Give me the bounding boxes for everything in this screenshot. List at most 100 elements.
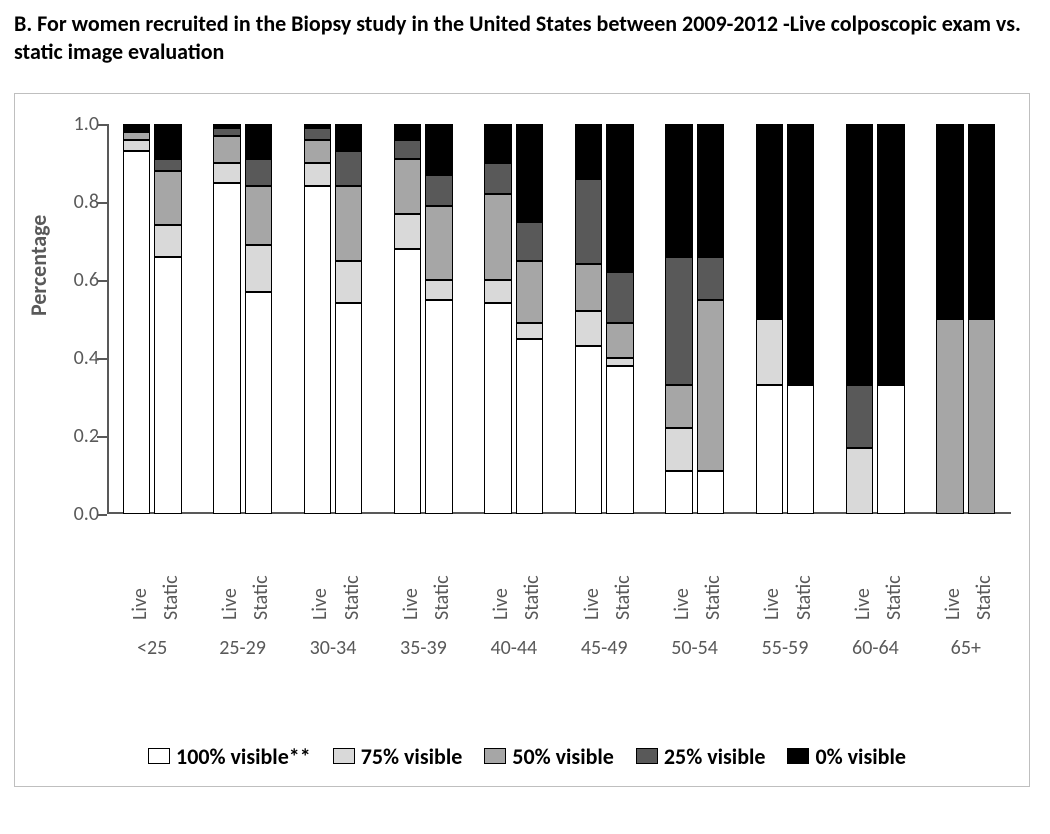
bar-segment — [304, 128, 331, 140]
bar-segment — [936, 124, 963, 319]
bar-segment — [425, 206, 452, 280]
legend-swatch — [636, 748, 658, 764]
bar-segment — [484, 124, 511, 163]
category-label: 35-39 — [400, 636, 447, 660]
bar-segment — [697, 257, 724, 300]
legend-label: 0% visible — [815, 743, 905, 770]
bar-segment — [304, 163, 331, 186]
sub-label: Live — [580, 588, 604, 620]
bar-segment — [697, 300, 724, 472]
sub-label: Static — [792, 575, 816, 620]
figure-title: B. For women recruited in the Biopsy stu… — [14, 10, 1036, 65]
bar — [304, 124, 331, 514]
bar — [516, 124, 543, 514]
bar-segment — [484, 163, 511, 194]
bar-segment — [335, 303, 362, 514]
legend-label: 50% visible — [512, 743, 614, 770]
legend-swatch — [787, 748, 809, 764]
bar — [877, 124, 904, 514]
bar — [756, 124, 783, 514]
page: B. For women recruited in the Biopsy stu… — [0, 0, 1050, 834]
bar — [484, 124, 511, 514]
y-tick-label: 0.4 — [55, 346, 99, 370]
sub-label: Static — [701, 575, 725, 620]
bar-segment — [846, 448, 873, 514]
bar-segment — [425, 280, 452, 300]
sub-label: Static — [882, 575, 906, 620]
category-label: 50-54 — [671, 636, 718, 660]
bar-segment — [154, 171, 181, 226]
bar-segment — [787, 385, 814, 514]
sub-label: Live — [670, 588, 694, 620]
sub-label: Live — [941, 588, 965, 620]
bar-segment — [846, 124, 873, 385]
bar — [425, 124, 452, 514]
bar-segment — [425, 124, 452, 175]
sub-label: Live — [760, 588, 784, 620]
sub-label: Live — [399, 588, 423, 620]
bar-segment — [425, 300, 452, 515]
bar-segment — [154, 124, 181, 159]
bar — [936, 124, 963, 514]
bar-segment — [968, 124, 995, 319]
bar — [968, 124, 995, 514]
sub-label: Static — [340, 575, 364, 620]
category-label: 60-64 — [852, 636, 899, 660]
bar-segment — [516, 124, 543, 222]
bar-segment — [123, 130, 150, 132]
sub-label: Live — [489, 588, 513, 620]
bar-segment — [606, 124, 633, 272]
y-tick-label: 0.2 — [55, 424, 99, 448]
category-label: 25-29 — [219, 636, 266, 660]
bar-segment — [394, 124, 421, 140]
bar-segment — [245, 124, 272, 159]
bar-segment — [575, 179, 602, 265]
bar — [606, 124, 633, 514]
bar-segment — [213, 128, 240, 136]
legend-item: 50% visible — [484, 743, 614, 770]
bar-segment — [936, 319, 963, 514]
category-label: 65+ — [951, 636, 981, 660]
legend-item: 25% visible — [636, 743, 766, 770]
sub-label: Live — [851, 588, 875, 620]
bar-segment — [968, 319, 995, 514]
bar-segment — [245, 245, 272, 292]
bar — [575, 124, 602, 514]
category-label: <25 — [137, 636, 167, 660]
legend-label: 100% visible** — [176, 743, 311, 770]
legend-label: 25% visible — [664, 743, 766, 770]
x-axis-line — [107, 512, 1011, 514]
bar-segment — [484, 280, 511, 303]
y-axis-line — [107, 124, 109, 514]
bar-segment — [846, 385, 873, 447]
bar-segment — [123, 132, 150, 140]
bar-segment — [484, 194, 511, 280]
bar-segment — [394, 249, 421, 514]
bar-segment — [665, 124, 692, 257]
bar-segment — [756, 124, 783, 319]
bar-segment — [213, 163, 240, 183]
bar-segment — [335, 261, 362, 304]
bar-segment — [335, 186, 362, 260]
bar-segment — [697, 124, 724, 257]
bar-segment — [575, 264, 602, 311]
bar-segment — [394, 214, 421, 249]
bar-segment — [154, 225, 181, 256]
bar — [123, 124, 150, 514]
y-tick-label: 0.0 — [55, 502, 99, 526]
category-label-row: <2525-2930-3435-3940-4445-4950-5455-5960… — [107, 636, 1011, 664]
bar — [846, 124, 873, 514]
bar-segment — [756, 385, 783, 514]
bar — [787, 124, 814, 514]
y-axis-label: Percentage — [25, 215, 52, 316]
bar-segment — [245, 292, 272, 514]
bar — [697, 124, 724, 514]
legend: 100% visible**75% visible50% visible25% … — [37, 734, 1017, 778]
legend-item: 100% visible** — [148, 743, 311, 770]
bar-segment — [154, 257, 181, 514]
bar-segment — [606, 366, 633, 514]
bar — [335, 124, 362, 514]
bar-segment — [245, 186, 272, 245]
sub-label: Static — [430, 575, 454, 620]
sub-label-row: Live Static Live Static Live Static Live Static… — [107, 520, 1011, 630]
